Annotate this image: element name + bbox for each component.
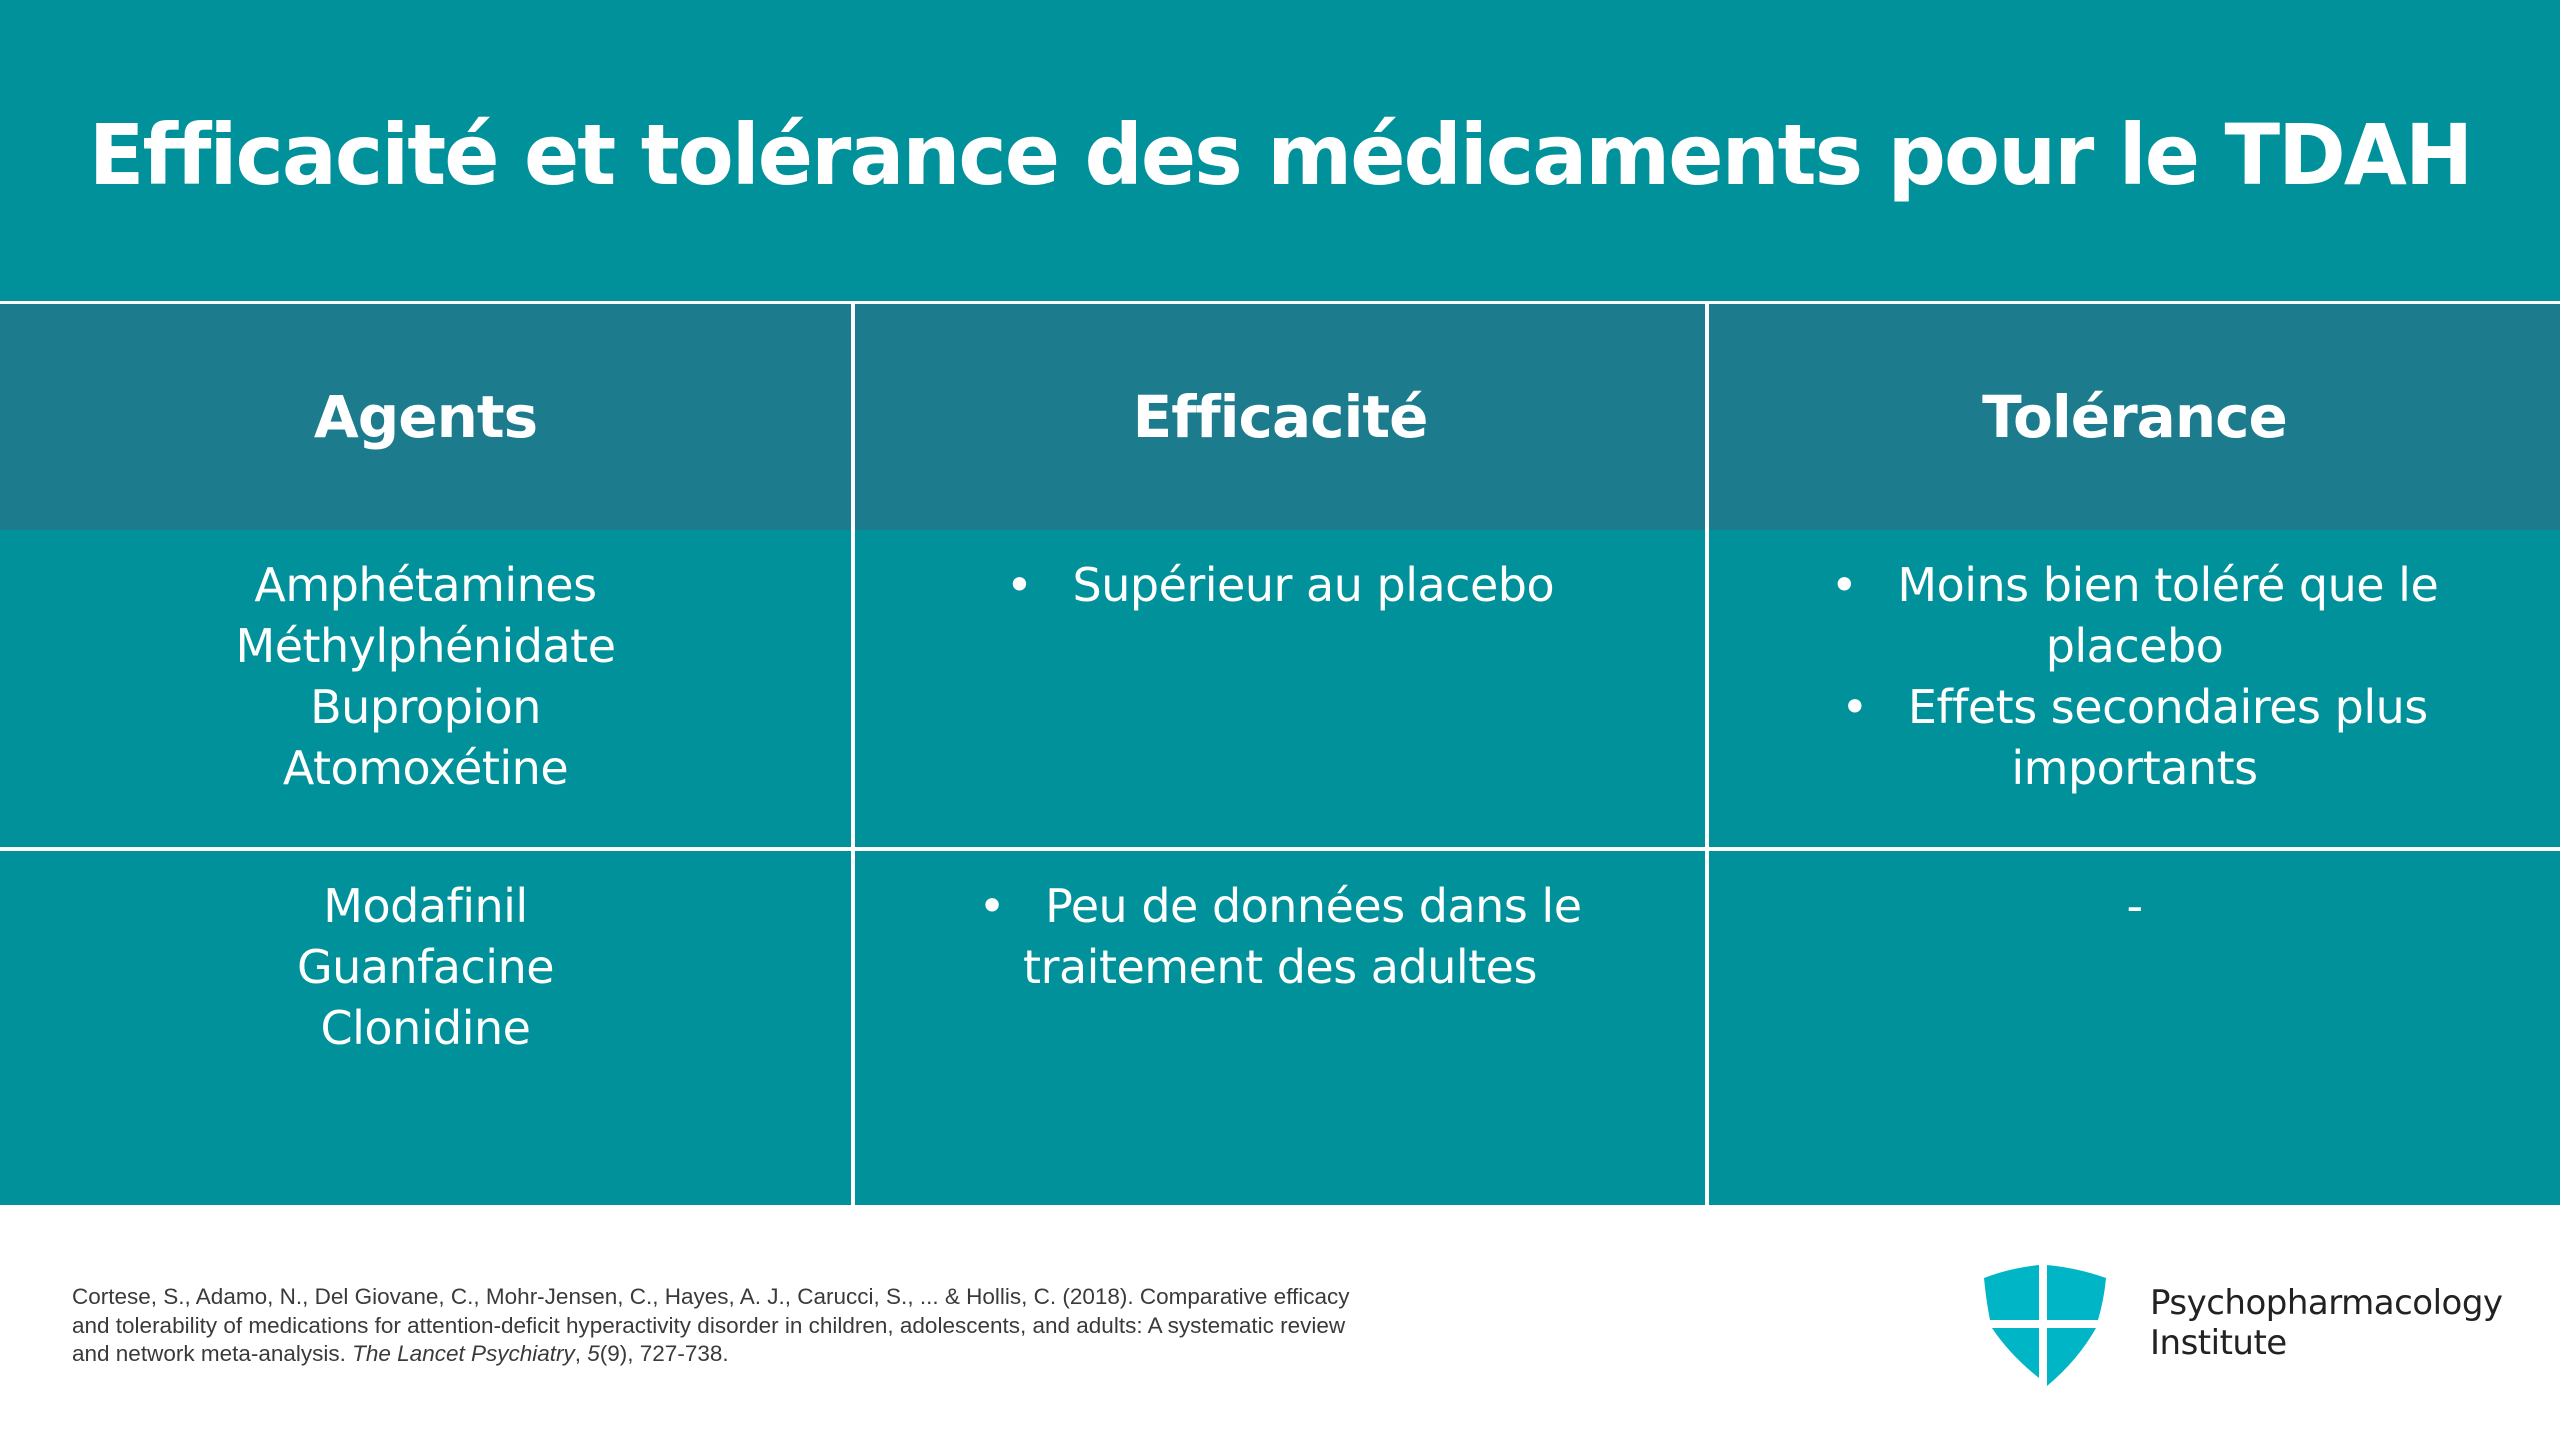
efficacite-list: • Supérieur au placebo [855, 555, 1705, 616]
brand-line-1: Psychopharmacology [2150, 1283, 2503, 1323]
bullet-text: Peu de données dans le traitement des ad… [1023, 879, 1582, 994]
agent-name: Amphétamines [254, 558, 597, 612]
citation-main: Cortese, S., Adamo, N., Del Giovane, C.,… [72, 1284, 1350, 1366]
list-item: • Moins bien toléré que le placebo [1829, 555, 2440, 677]
header-agents: Agents [0, 304, 851, 530]
bullet-icon: • [1830, 558, 1858, 612]
header-efficacite-label: Efficacité [1132, 383, 1429, 451]
title-band: Efficacité et tolérance des médicaments … [0, 0, 2560, 301]
citation-volume: 5 [587, 1341, 600, 1366]
bullet-text: Moins bien toléré que le placebo [1897, 558, 2439, 673]
brand-name: Psychopharmacology Institute [2150, 1283, 2503, 1363]
agent-name: Méthylphénidate [235, 619, 617, 673]
shield-cross-icon [1984, 1265, 2106, 1386]
tolerance-empty-dash: - [2126, 879, 2143, 933]
brand-line-2: Institute [2150, 1323, 2287, 1363]
row1-agents: Amphétamines Méthylphénidate Bupropion A… [0, 530, 851, 847]
list-item: • Peu de données dans le traitement des a… [945, 876, 1615, 998]
agent-name: Guanfacine [296, 940, 555, 994]
comparison-table: Agents Efficacité Tolérance Amphétamines… [0, 301, 2560, 1205]
list-item: • Supérieur au placebo [895, 555, 1665, 616]
row2-tolerance: - [1709, 851, 2560, 1205]
tolerance-list: • Moins bien toléré que le placebo • Effet… [1709, 555, 2560, 799]
header-tolerance-label: Tolérance [1982, 383, 2288, 451]
slide-title: Efficacité et tolérance des médicaments … [88, 106, 2473, 204]
bullet-icon: • [1841, 680, 1868, 734]
header-efficacite: Efficacité [855, 304, 1705, 530]
citation-rest: (9), 727-738. [599, 1341, 729, 1366]
bullet-text: Supérieur au placebo [1072, 558, 1555, 612]
bullet-icon: • [978, 879, 1006, 933]
citation: Cortese, S., Adamo, N., Del Giovane, C.,… [72, 1283, 1372, 1369]
header-tolerance: Tolérance [1709, 304, 2560, 530]
agent-name: Bupropion [310, 680, 541, 734]
agent-name: Clonidine [320, 1001, 531, 1055]
agent-name: Atomoxétine [282, 741, 569, 795]
row2-efficacite: • Peu de données dans le traitement des a… [855, 851, 1705, 1205]
row1-tolerance: • Moins bien toléré que le placebo • Effet… [1709, 530, 2560, 847]
agent-name: Modafinil [323, 879, 528, 933]
bullet-text: Effets secondaires plus importants [1907, 680, 2428, 795]
bullet-icon: • [1005, 558, 1033, 612]
header-agents-label: Agents [313, 383, 538, 451]
row2-agents: Modafinil Guanfacine Clonidine [0, 851, 851, 1205]
citation-sep: , [574, 1341, 588, 1366]
list-item: • Effets secondaires plus importants [1829, 677, 2440, 799]
row1-efficacite: • Supérieur au placebo [855, 530, 1705, 847]
citation-journal: The Lancet Psychiatry [352, 1341, 575, 1366]
efficacite-list: • Peu de données dans le traitement des a… [855, 876, 1705, 998]
